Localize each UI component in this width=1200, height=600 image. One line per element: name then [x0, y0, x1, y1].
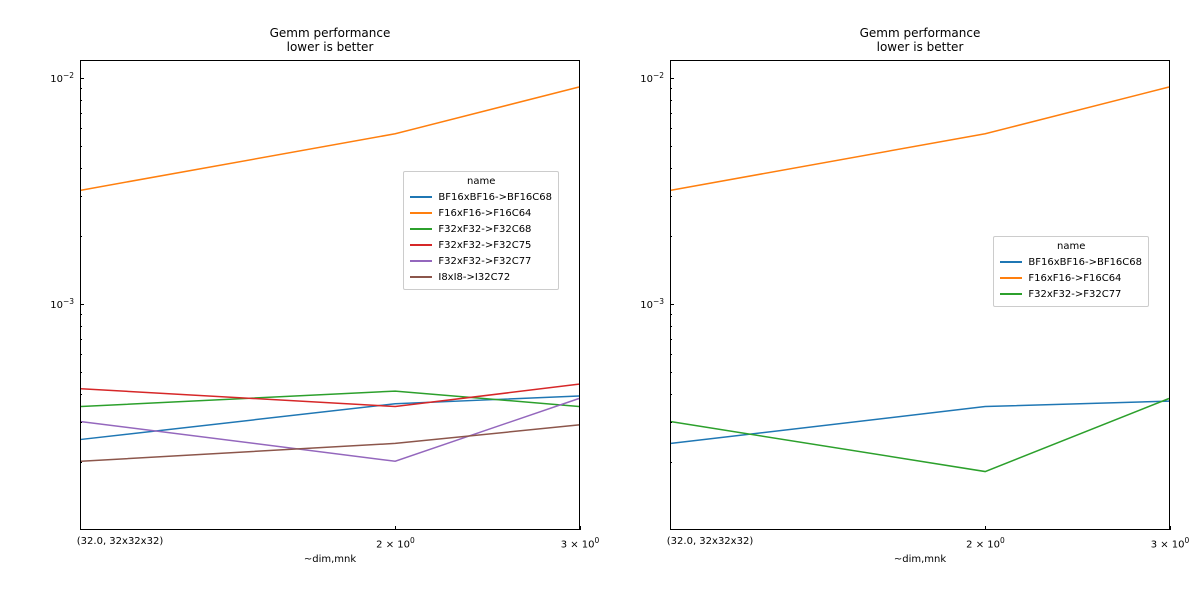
legend-swatch	[410, 228, 432, 230]
panel-right-title: Gemm performance lower is better	[670, 26, 1170, 55]
legend-title: name	[1000, 241, 1142, 252]
series-line	[671, 87, 1169, 190]
panel-left-plot-area: name BF16xBF16->BF16C68 F16xF16->F16C64 F3…	[80, 60, 580, 530]
xtick-label: (32.0, 32x32x32)	[667, 536, 753, 547]
legend-swatch	[1000, 261, 1022, 263]
ytick-minor	[80, 196, 82, 197]
ytick-minor	[80, 354, 82, 355]
legend-row: F32xF32->F32C77	[410, 253, 552, 269]
legend-row: I8xI8->I32C72	[410, 269, 552, 285]
ytick-label: 10−3	[628, 297, 664, 311]
ytick-minor	[670, 394, 672, 395]
ytick-minor	[80, 88, 82, 89]
legend-title: name	[410, 176, 552, 187]
ytick-label: 10−2	[38, 71, 74, 85]
legend-swatch	[410, 196, 432, 198]
ytick-minor	[670, 128, 672, 129]
ytick-minor	[670, 100, 672, 101]
legend-row: F32xF32->F32C75	[410, 237, 552, 253]
ytick-minor	[80, 146, 82, 147]
panel-left-lines	[81, 61, 579, 529]
ytick-minor	[80, 314, 82, 315]
ytick-minor	[670, 146, 672, 147]
figure: Gemm performance lower is better name BF…	[0, 0, 1200, 600]
ytick	[80, 304, 84, 305]
ytick-minor	[670, 372, 672, 373]
legend-row: BF16xBF16->BF16C68	[1000, 254, 1142, 270]
ytick-minor	[670, 462, 672, 463]
series-line	[81, 398, 579, 461]
xtick-label: 2 × 100	[376, 536, 415, 550]
ytick-minor	[80, 236, 82, 237]
ytick-minor	[80, 168, 82, 169]
ytick-minor	[80, 326, 82, 327]
legend-label: F16xF16->F16C64	[1028, 273, 1121, 284]
ytick-minor	[80, 372, 82, 373]
ytick-minor	[80, 462, 82, 463]
legend-label: F16xF16->F16C64	[438, 208, 531, 219]
xtick	[395, 526, 396, 530]
legend-label: BF16xBF16->BF16C68	[438, 192, 552, 203]
legend-swatch	[1000, 293, 1022, 295]
legend-row: F32xF32->F32C77	[1000, 286, 1142, 302]
series-line	[671, 401, 1169, 443]
panel-right-plot-area: name BF16xBF16->BF16C68 F16xF16->F16C64 F3…	[670, 60, 1170, 530]
ytick	[670, 304, 674, 305]
ytick-minor	[670, 422, 672, 423]
ytick-minor	[80, 100, 82, 101]
legend-row: F32xF32->F32C68	[410, 221, 552, 237]
legend-label: I8xI8->I32C72	[438, 272, 510, 283]
legend-swatch	[410, 244, 432, 246]
xtick-label: 2 × 100	[966, 536, 1005, 550]
xtick	[1170, 526, 1171, 530]
ytick	[80, 78, 84, 79]
ytick-minor	[670, 236, 672, 237]
xtick	[580, 526, 581, 530]
ytick-minor	[670, 339, 672, 340]
ytick-minor	[670, 88, 672, 89]
panel-left-title: Gemm performance lower is better	[80, 26, 580, 55]
ytick-minor	[670, 168, 672, 169]
ytick-minor	[670, 113, 672, 114]
ytick-minor	[80, 113, 82, 114]
legend-row: F16xF16->F16C64	[410, 205, 552, 221]
legend-swatch	[1000, 277, 1022, 279]
ytick-minor	[80, 128, 82, 129]
panel-left-legend: name BF16xBF16->BF16C68 F16xF16->F16C64 F3…	[403, 171, 559, 290]
ytick-minor	[80, 422, 82, 423]
panel-right-xlabel: ~dim,mnk	[670, 554, 1170, 565]
xtick-label: 3 × 100	[1151, 536, 1190, 550]
legend-swatch	[410, 212, 432, 214]
panel-left-xlabel: ~dim,mnk	[80, 554, 580, 565]
ytick	[670, 78, 674, 79]
legend-row: BF16xBF16->BF16C68	[410, 189, 552, 205]
ytick-minor	[80, 394, 82, 395]
legend-label: F32xF32->F32C68	[438, 224, 531, 235]
ytick-minor	[80, 339, 82, 340]
xtick-label: (32.0, 32x32x32)	[77, 536, 163, 547]
ytick-minor	[670, 314, 672, 315]
legend-label: F32xF32->F32C75	[438, 240, 531, 251]
legend-label: F32xF32->F32C77	[1028, 289, 1121, 300]
legend-swatch	[410, 276, 432, 278]
legend-label: F32xF32->F32C77	[438, 256, 531, 267]
panel-right-legend: name BF16xBF16->BF16C68 F16xF16->F16C64 F3…	[993, 236, 1149, 307]
legend-swatch	[410, 260, 432, 262]
ytick-label: 10−2	[628, 71, 664, 85]
ytick-minor	[670, 196, 672, 197]
ytick-minor	[670, 326, 672, 327]
xtick-label: 3 × 100	[561, 536, 600, 550]
legend-row: F16xF16->F16C64	[1000, 270, 1142, 286]
xtick	[80, 526, 81, 530]
ytick-label: 10−3	[38, 297, 74, 311]
xtick	[985, 526, 986, 530]
legend-label: BF16xBF16->BF16C68	[1028, 257, 1142, 268]
xtick	[670, 526, 671, 530]
ytick-minor	[670, 354, 672, 355]
